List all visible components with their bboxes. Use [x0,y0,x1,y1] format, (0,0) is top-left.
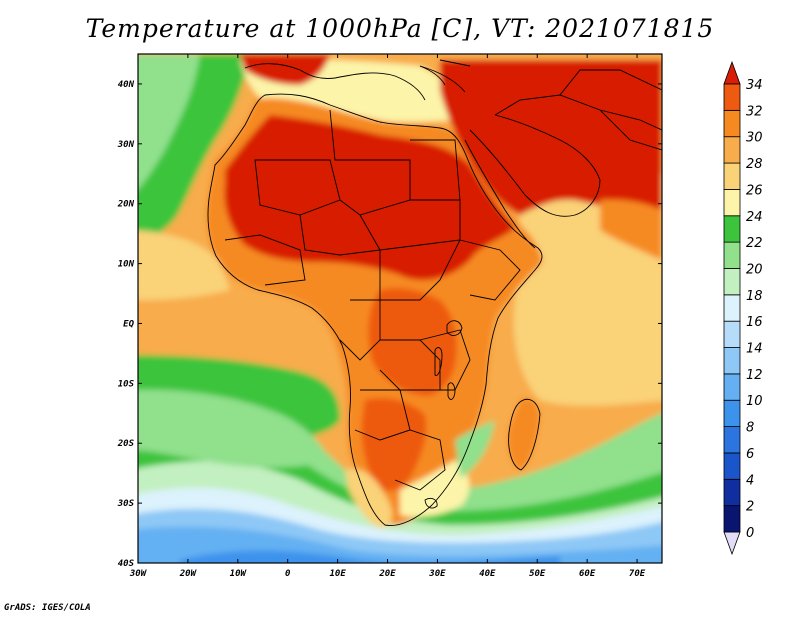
colorbar-label: 24 [746,210,763,225]
colorbar-label: 0 [746,526,754,541]
colorbar-swatch [723,320,741,348]
colorbar-label: 4 [746,473,754,488]
colorbar-swatch [723,162,741,190]
colorbar-swatch [723,505,741,533]
lat-tick-label: 10N [118,260,135,270]
colorbar-swatch [723,294,741,322]
colorbar-label: 12 [746,368,763,383]
lat-tick-label: 40N [118,80,135,90]
colorbar-label: 8 [746,421,754,436]
lon-tick-label: 70E [629,569,646,579]
colorbar-label: 26 [746,183,763,198]
colorbar-swatch [723,83,741,111]
colorbar-label: 20 [746,262,763,277]
coastlines [207,59,662,526]
colorbar-swatch [723,109,741,138]
colorbar-swatch [723,399,741,427]
colorbar-label: 10 [746,394,763,409]
lon-tick-label: 40E [479,569,496,579]
colorbar-label: 16 [746,315,763,330]
lon-tick-label: 20W [179,569,198,579]
colorbar-swatch [723,373,741,401]
colorbar-swatch [723,452,741,480]
temperature-field [138,54,662,563]
lon-tick-label: 10W [230,569,248,579]
lat-tick-label: EQ [123,319,134,329]
lat-tick-label: 30N [117,140,135,150]
lon-tick-label: 0 [285,569,291,579]
colorbar-label: 2 [746,500,754,515]
lon-tick-label: 60E [579,569,596,579]
colorbar-label: 30 [746,131,763,146]
colorbar-label: 22 [746,236,763,251]
colorbar-label: 34 [746,78,763,93]
colorbar-label: 28 [746,157,763,172]
lat-tick-label: 40S [118,559,135,569]
colorbar-label: 32 [746,104,763,119]
plot-frame [137,53,663,564]
lat-tick-label: 10S [118,379,135,389]
colorbar-swatch [723,268,741,296]
lat-tick-label: 20S [117,439,135,449]
colorbar-swatch [723,189,741,217]
lat-tick-label: 20N [117,200,135,210]
lon-tick-label: 30E [428,569,446,579]
colorbar-min-triangle [723,531,741,556]
colorbar-label: 18 [746,289,763,304]
credit-text: GrADS: IGES/COLA [4,603,91,613]
plot-title: Temperature at 1000hPa [C], VT: 20210718… [85,14,715,43]
colorbar-label: 14 [746,342,763,357]
colorbar-label: 6 [746,447,754,462]
lon-tick-label: 50E [529,569,546,579]
lon-tick-label: 20E [378,569,396,579]
colorbar-max-triangle [723,60,741,85]
lon-tick-label: 10E [329,569,346,579]
colorbar-swatch [723,136,741,164]
colorbar-swatch [723,426,741,454]
lon-tick-label: 30W [129,569,148,579]
colorbar-swatch [723,347,741,375]
lat-tick-label: 30S [117,499,135,509]
colorbar-swatch [723,241,741,269]
colorbar-swatch [723,215,741,243]
axis-ticks: 30W 20W 10W 0 10E 20E 30E 40E 50E 60E 70E 40N 30N 20N… [117,54,662,579]
colorbar-swatch [723,478,741,507]
